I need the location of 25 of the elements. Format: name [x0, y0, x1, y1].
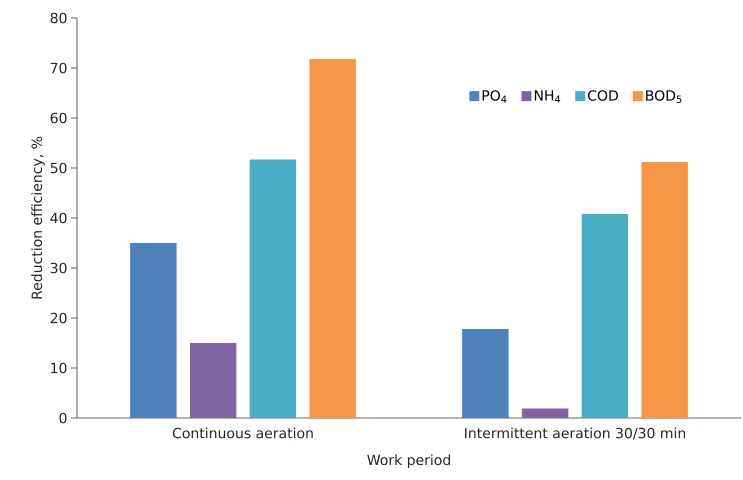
- x-tick-label: Continuous aeration: [172, 428, 313, 438]
- bar: [309, 58, 356, 418]
- bar: [250, 160, 296, 418]
- y-tick-label: 50: [50, 162, 67, 174]
- x-tick-label: Intermittent aeration 30/30 min: [465, 428, 686, 440]
- bar: [522, 408, 568, 418]
- y-tick-label: 20: [50, 312, 67, 324]
- y-tick-label: 0: [59, 412, 67, 424]
- legend-label: NH$_{4}$: [534, 90, 560, 103]
- bar: [190, 343, 236, 418]
- x-axis-title: Work period: [367, 454, 450, 468]
- y-tick-label: 10: [51, 362, 67, 374]
- y-axis-title: Reduction efficiency, %: [31, 136, 45, 299]
- y-tick-label: 30: [50, 262, 67, 274]
- bar: [130, 243, 177, 418]
- y-tick-label: 40: [50, 212, 67, 224]
- y-tick-label: 70: [50, 62, 67, 74]
- y-tick-label: 80: [50, 12, 67, 24]
- y-tick-label: 60: [50, 112, 67, 124]
- bar: [641, 162, 688, 418]
- legend-label: PO$_{4}$: [482, 90, 506, 103]
- bar: [582, 214, 628, 418]
- legend-label: BOD$_{5}$: [646, 90, 682, 103]
- legend-label: COD: [588, 90, 618, 101]
- bar: [462, 329, 509, 418]
